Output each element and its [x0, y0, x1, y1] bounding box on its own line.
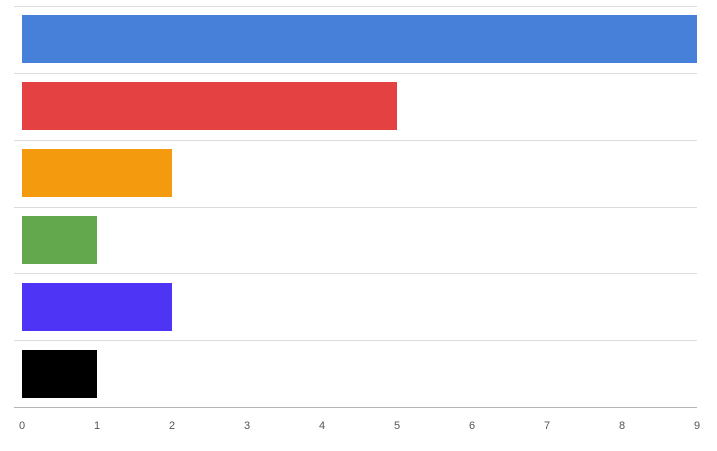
x-tick-label: 9 — [694, 420, 700, 432]
x-tick-label: 8 — [619, 420, 625, 432]
x-tick-label: 2 — [169, 420, 175, 432]
bar-5 — [22, 283, 172, 331]
grid-lines — [14, 6, 697, 341]
bar-4 — [22, 216, 97, 264]
bar-3 — [22, 149, 172, 197]
bar-6 — [22, 350, 97, 398]
bar-1 — [22, 15, 697, 63]
bars — [22, 15, 697, 398]
x-tick-label: 1 — [94, 420, 100, 432]
x-tick-label: 0 — [19, 420, 25, 432]
x-tick-labels: 0 1 2 3 4 5 6 7 8 9 — [19, 420, 700, 432]
x-tick-label: 4 — [319, 420, 325, 432]
x-tick-label: 6 — [469, 420, 475, 432]
x-tick-label: 5 — [394, 420, 400, 432]
x-tick-label: 3 — [244, 420, 250, 432]
x-tick-label: 7 — [544, 420, 550, 432]
bar-2 — [22, 82, 397, 130]
